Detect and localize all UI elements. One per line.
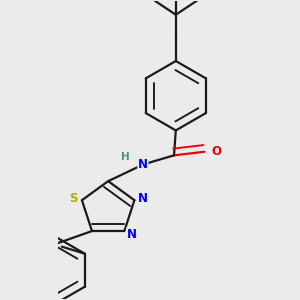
Text: S: S — [69, 192, 77, 205]
Text: N: N — [138, 158, 148, 171]
Text: O: O — [212, 145, 222, 158]
Text: H: H — [121, 152, 130, 162]
Text: N: N — [138, 192, 148, 205]
Text: N: N — [127, 228, 136, 241]
